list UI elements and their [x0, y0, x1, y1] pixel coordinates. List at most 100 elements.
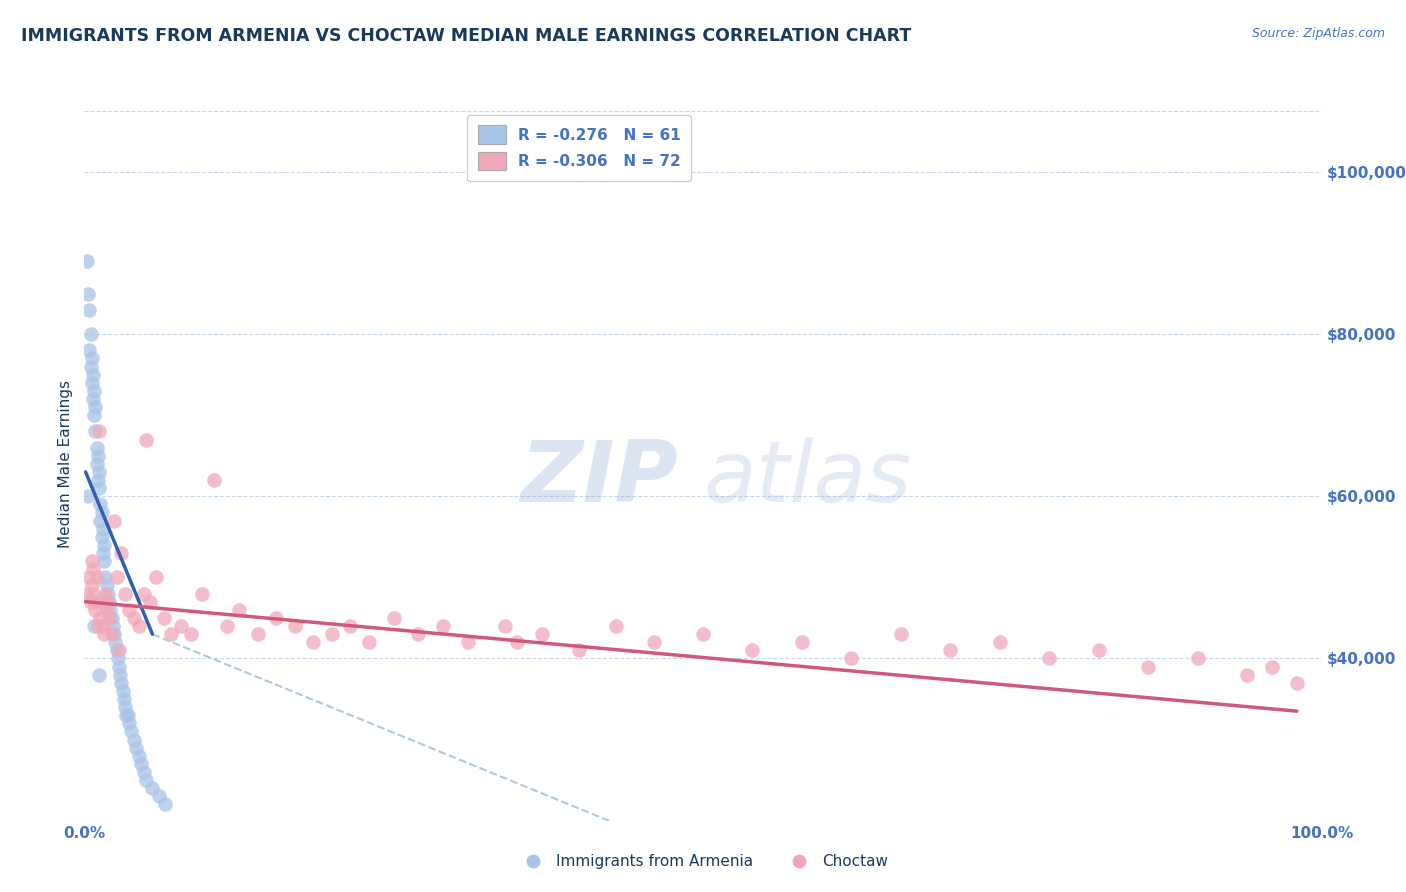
Point — [80, 578, 103, 592]
Point — [77, 489, 100, 503]
Point — [120, 724, 142, 739]
Point — [153, 797, 176, 812]
Point — [80, 376, 103, 390]
Point — [91, 522, 114, 536]
Point — [114, 586, 136, 600]
Point — [122, 732, 145, 747]
Point — [79, 327, 101, 342]
Point — [494, 619, 516, 633]
Point — [890, 627, 912, 641]
Point — [76, 254, 98, 268]
Point — [100, 627, 122, 641]
Point — [105, 643, 128, 657]
Point — [98, 603, 121, 617]
Point — [841, 651, 863, 665]
Point — [91, 546, 114, 560]
Point — [76, 586, 98, 600]
Point — [135, 433, 157, 447]
Point — [132, 764, 155, 779]
Legend: Immigrants from Armenia, Choctaw: Immigrants from Armenia, Choctaw — [512, 848, 894, 875]
Point — [457, 635, 479, 649]
Point — [82, 586, 104, 600]
Point — [100, 611, 122, 625]
Point — [90, 506, 112, 520]
Point — [87, 619, 110, 633]
Point — [432, 619, 454, 633]
Point — [89, 667, 111, 681]
Point — [246, 627, 269, 641]
Point — [228, 603, 250, 617]
Point — [97, 586, 120, 600]
Point — [89, 465, 111, 479]
Point — [357, 635, 380, 649]
Point — [215, 619, 238, 633]
Point — [145, 570, 167, 584]
Point — [741, 643, 763, 657]
Point — [83, 619, 105, 633]
Point — [112, 692, 135, 706]
Point — [506, 635, 529, 649]
Point — [93, 554, 115, 568]
Text: atlas: atlas — [703, 436, 911, 520]
Point — [94, 570, 117, 584]
Point — [104, 635, 127, 649]
Point — [114, 700, 136, 714]
Point — [939, 643, 962, 657]
Point — [118, 716, 141, 731]
Point — [96, 603, 118, 617]
Point — [152, 611, 174, 625]
Point — [568, 643, 591, 657]
Point — [80, 351, 103, 366]
Point — [84, 400, 107, 414]
Point — [82, 392, 104, 406]
Point — [82, 368, 104, 382]
Legend: R = -0.276   N = 61, R = -0.306   N = 72: R = -0.276 N = 61, R = -0.306 N = 72 — [467, 115, 692, 181]
Point — [84, 425, 107, 439]
Point — [1187, 651, 1209, 665]
Point — [90, 530, 112, 544]
Point — [87, 473, 110, 487]
Point — [110, 675, 132, 690]
Point — [117, 708, 139, 723]
Point — [118, 603, 141, 617]
Point — [105, 570, 128, 584]
Point — [1137, 659, 1160, 673]
Point — [103, 627, 125, 641]
Point — [122, 611, 145, 625]
Point — [79, 570, 101, 584]
Point — [180, 627, 202, 641]
Point — [83, 595, 105, 609]
Point — [692, 627, 714, 641]
Point — [86, 457, 108, 471]
Point — [79, 343, 101, 358]
Point — [339, 619, 361, 633]
Point — [132, 586, 155, 600]
Point — [79, 359, 101, 374]
Point — [191, 586, 214, 600]
Point — [89, 481, 111, 495]
Point — [98, 595, 121, 609]
Point — [643, 635, 665, 649]
Point — [321, 627, 343, 641]
Point — [302, 635, 325, 649]
Point — [988, 635, 1011, 649]
Point — [82, 562, 104, 576]
Point — [84, 603, 107, 617]
Point — [93, 627, 115, 641]
Text: Source: ZipAtlas.com: Source: ZipAtlas.com — [1251, 27, 1385, 40]
Point — [139, 595, 162, 609]
Point — [125, 740, 148, 755]
Point — [129, 756, 152, 771]
Point — [160, 627, 183, 641]
Point — [103, 514, 125, 528]
Point — [83, 408, 105, 422]
Point — [91, 619, 114, 633]
Point — [79, 302, 101, 317]
Point — [128, 748, 150, 763]
Point — [141, 781, 163, 796]
Point — [264, 611, 287, 625]
Point — [86, 441, 108, 455]
Point — [89, 611, 111, 625]
Point — [101, 619, 124, 633]
Point — [89, 514, 111, 528]
